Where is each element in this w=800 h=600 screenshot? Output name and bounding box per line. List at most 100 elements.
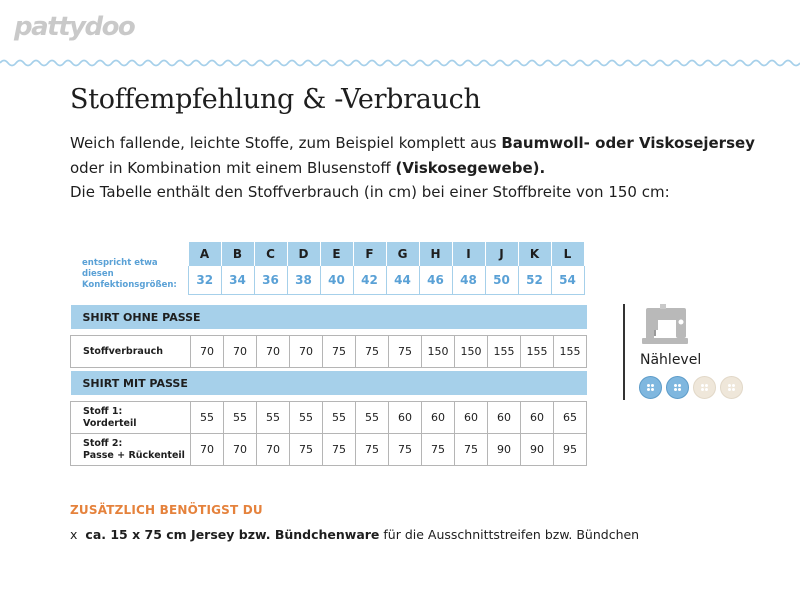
extras-item-bold: ca. 15 x 75 cm Jersey bzw. Bündchenware xyxy=(85,527,380,542)
size-letter: H xyxy=(419,242,453,266)
size-letter: D xyxy=(287,242,321,266)
value-cell: 150 xyxy=(454,335,488,368)
intro-bold-1: Baumwoll- oder Viskosejersey xyxy=(501,134,755,152)
size-letter: F xyxy=(353,242,387,266)
intro-bold-2: (Viskosegewebe). xyxy=(395,158,546,177)
size-number: 48 xyxy=(451,266,486,295)
value-cell: 55 xyxy=(355,401,389,434)
value-cell: 90 xyxy=(487,433,521,466)
size-number: 44 xyxy=(385,266,420,295)
table-row: Stoff 1: Vorderteil 55 55 55 55 55 55 60 … xyxy=(70,401,587,434)
size-letter: J xyxy=(485,242,519,266)
sewing-level-label: Nählevel xyxy=(640,352,702,368)
size-letter: G xyxy=(386,242,420,266)
size-number: 38 xyxy=(286,266,321,295)
size-number: 34 xyxy=(220,266,255,295)
row-label: Stoff 2: Passe + Rückenteil xyxy=(70,433,191,466)
size-letter: C xyxy=(254,242,288,266)
size-letter: K xyxy=(518,242,552,266)
value-cell: 70 xyxy=(190,335,224,368)
value-cell: 55 xyxy=(289,401,323,434)
value-cell: 55 xyxy=(256,401,290,434)
value-cell: 65 xyxy=(553,401,587,434)
value-cell: 70 xyxy=(289,335,323,368)
size-number: 54 xyxy=(550,266,585,295)
table-shirt-mit-passe: SHIRT MIT PASSE Stoff 1: Vorderteil 55 55… xyxy=(70,371,587,466)
value-cell: 60 xyxy=(388,401,422,434)
value-cell: 75 xyxy=(355,335,389,368)
value-cell: 60 xyxy=(454,401,488,434)
button-icon-empty xyxy=(693,376,716,399)
size-number: 52 xyxy=(517,266,552,295)
button-icon-empty xyxy=(720,376,743,399)
value-cell: 155 xyxy=(520,335,554,368)
value-cell: 60 xyxy=(520,401,554,434)
size-label-cell: entspricht etwa diesen Konfektionsgrößen… xyxy=(70,242,189,295)
divider-line xyxy=(623,304,625,400)
value-cell: 75 xyxy=(388,335,422,368)
table-row: Stoffverbrauch 70 70 70 70 75 75 75 150 … xyxy=(70,335,587,368)
value-cell: 55 xyxy=(223,401,257,434)
size-letter: A xyxy=(188,242,222,266)
value-cell: 75 xyxy=(289,433,323,466)
sewing-level-indicator xyxy=(639,376,743,399)
intro-text: Weich fallende, leichte Stoffe, zum Beis… xyxy=(70,131,770,205)
value-cell: 75 xyxy=(388,433,422,466)
size-label: entspricht etwa diesen Konfektionsgrößen… xyxy=(82,257,177,290)
value-cell: 150 xyxy=(421,335,455,368)
value-cell: 70 xyxy=(223,335,257,368)
row-label-1: Stoffverbrauch xyxy=(83,345,163,357)
extras-item: x ca. 15 x 75 cm Jersey bzw. Bündchenware… xyxy=(70,527,639,542)
extras-item-text: für die Ausschnittstreifen bzw. Bündchen xyxy=(379,527,640,542)
row-label-2: Vorderteil xyxy=(83,417,137,429)
size-letter: E xyxy=(320,242,354,266)
button-icon-filled xyxy=(666,376,689,399)
value-cell: 55 xyxy=(190,401,224,434)
sewing-machine-icon xyxy=(642,304,688,344)
value-cell: 95 xyxy=(553,433,587,466)
value-cell: 75 xyxy=(421,433,455,466)
size-number: 42 xyxy=(352,266,387,295)
value-cell: 60 xyxy=(487,401,521,434)
page-title: Stoffempfehlung & -Verbrauch xyxy=(70,84,481,115)
value-cell: 70 xyxy=(256,335,290,368)
value-cell: 70 xyxy=(190,433,224,466)
value-cell: 70 xyxy=(256,433,290,466)
size-letter: B xyxy=(221,242,255,266)
size-number: 46 xyxy=(418,266,453,295)
wave-divider xyxy=(0,59,800,67)
value-cell: 75 xyxy=(355,433,389,466)
size-letter: I xyxy=(452,242,486,266)
size-table: entspricht etwa diesen Konfektionsgrößen… xyxy=(70,242,585,295)
value-cell: 90 xyxy=(520,433,554,466)
value-cell: 60 xyxy=(421,401,455,434)
intro-text-3: Die Tabelle enthält den Stoffverbrauch (… xyxy=(70,183,670,201)
size-number: 40 xyxy=(319,266,354,295)
size-letter: L xyxy=(551,242,585,266)
table-row: Stoff 2: Passe + Rückenteil 70 70 70 75 7… xyxy=(70,433,587,466)
button-icon-filled xyxy=(639,376,662,399)
row-label: Stoffverbrauch xyxy=(70,335,191,368)
table-shirt-ohne-passe: SHIRT OHNE PASSE Stoffverbrauch 70 70 70… xyxy=(70,305,587,368)
value-cell: 155 xyxy=(553,335,587,368)
row-label-1: Stoff 1: xyxy=(83,405,123,417)
row-label-2: Passe + Rückenteil xyxy=(83,449,185,461)
value-cell: 75 xyxy=(454,433,488,466)
value-cell: 55 xyxy=(322,401,356,434)
value-cell: 75 xyxy=(322,433,356,466)
section-title: SHIRT OHNE PASSE xyxy=(70,305,587,329)
pattydoo-logo: pattydoo xyxy=(14,12,136,42)
section-title: SHIRT MIT PASSE xyxy=(70,371,587,395)
value-cell: 70 xyxy=(223,433,257,466)
value-cell: 75 xyxy=(322,335,356,368)
row-label-1: Stoff 2: xyxy=(83,437,123,449)
size-number: 50 xyxy=(484,266,519,295)
extras-heading: ZUSÄTZLICH BENÖTIGST DU xyxy=(70,503,263,517)
intro-text-1: Weich fallende, leichte Stoffe, zum Beis… xyxy=(70,134,502,152)
value-cell: 155 xyxy=(487,335,521,368)
size-number: 36 xyxy=(253,266,288,295)
size-number: 32 xyxy=(188,266,222,295)
intro-text-2: oder in Kombination mit einem Blusenstof… xyxy=(70,158,396,177)
row-label: Stoff 1: Vorderteil xyxy=(70,401,191,434)
bullet-mark: x xyxy=(70,527,78,542)
